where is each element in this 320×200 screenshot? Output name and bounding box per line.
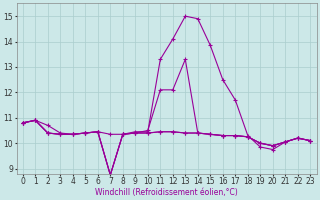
X-axis label: Windchill (Refroidissement éolien,°C): Windchill (Refroidissement éolien,°C): [95, 188, 238, 197]
